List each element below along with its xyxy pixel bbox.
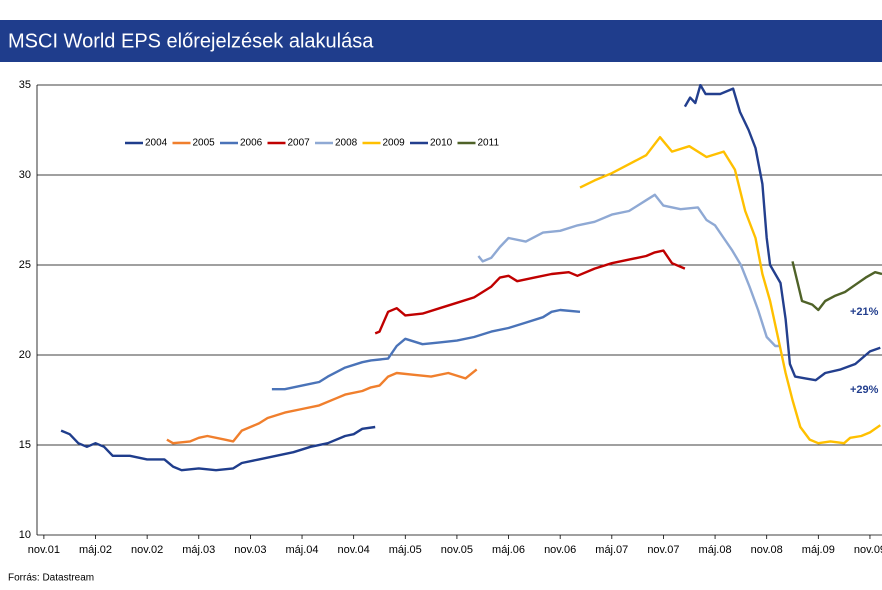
x-tick-label: nov.04 <box>338 544 370 556</box>
series-line <box>791 261 882 312</box>
legend-label: 2009 <box>383 138 406 149</box>
x-tick-label: máj.07 <box>595 544 628 556</box>
series-line <box>166 368 478 445</box>
y-tick-label: 10 <box>19 529 31 541</box>
series-line <box>60 425 376 472</box>
legend-label: 2006 <box>240 138 263 149</box>
x-tick-label: nov.06 <box>544 544 576 556</box>
legend-label: 2005 <box>193 138 216 149</box>
x-tick-label: máj.09 <box>802 544 835 556</box>
y-tick-label: 35 <box>19 79 31 91</box>
series-line <box>477 193 781 348</box>
chart-title: MSCI World EPS előrejelzések alakulása <box>8 30 374 52</box>
legend-label: 2008 <box>335 138 358 149</box>
x-tick-label: nov.05 <box>441 544 473 556</box>
x-tick-label: nov.09 <box>854 544 882 556</box>
title-bar <box>0 20 882 62</box>
x-tick-label: máj.02 <box>79 544 112 556</box>
x-tick-label: máj.08 <box>699 544 732 556</box>
series-line <box>374 249 686 335</box>
x-tick-label: nov.03 <box>234 544 266 556</box>
series-line <box>683 84 881 382</box>
x-tick-label: máj.06 <box>492 544 525 556</box>
x-tick-label: nov.02 <box>131 544 163 556</box>
legend-label: 2007 <box>288 138 311 149</box>
source: Forrás: Datastream <box>8 573 94 584</box>
plot-area <box>60 84 882 472</box>
annotation: +29% <box>850 384 879 396</box>
x-tick-label: nov.07 <box>647 544 679 556</box>
y-tick-label: 15 <box>19 439 31 451</box>
x-tick-label: máj.04 <box>286 544 319 556</box>
x-tick-label: nov.01 <box>28 544 60 556</box>
x-tick-label: máj.05 <box>389 544 422 556</box>
y-tick-label: 25 <box>19 259 31 271</box>
legend-label: 2011 <box>478 138 500 149</box>
y-tick-label: 30 <box>19 169 31 181</box>
series-line <box>271 308 581 391</box>
annotation: +21% <box>850 306 879 318</box>
y-tick-label: 20 <box>19 349 31 361</box>
x-tick-label: nov.08 <box>751 544 783 556</box>
legend-label: 2004 <box>145 138 168 149</box>
legend-label: 2010 <box>430 138 453 149</box>
x-tick-label: máj.03 <box>182 544 215 556</box>
series-line <box>579 136 881 445</box>
